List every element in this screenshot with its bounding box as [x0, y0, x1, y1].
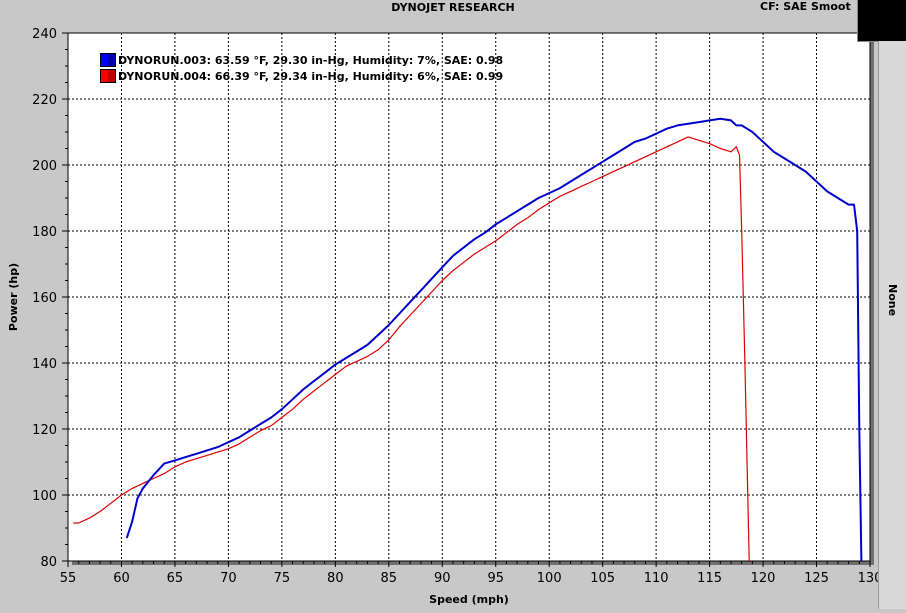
x-tick-label: 125	[804, 571, 829, 586]
y-tick-label: 200	[32, 159, 57, 174]
legend-item-series-1: DYNORUN.003: 63.59 °F, 29.30 in-Hg, Humi…	[100, 52, 503, 68]
legend-item-series-2: DYNORUN.004: 66.39 °F, 29.34 in-Hg, Humi…	[100, 68, 503, 84]
header-title: DYNOJET RESEARCH	[391, 1, 515, 14]
x-tick-label: 110	[644, 571, 669, 586]
y-tick-label: 140	[32, 357, 57, 372]
legend-label-series-2: DYNORUN.004: 66.39 °F, 29.34 in-Hg, Humi…	[118, 69, 504, 83]
x-tick-label: 85	[381, 571, 398, 586]
y-tick-label: 80	[40, 555, 57, 570]
x-tick-label: 120	[751, 571, 776, 586]
x-tick-label: 130	[858, 571, 883, 586]
legend-swatch-blue	[100, 53, 116, 67]
x-tick-label: 100	[537, 571, 562, 586]
series-line-2	[73, 136, 750, 562]
x-tick-label: 80	[327, 571, 344, 586]
x-tick-label: 75	[274, 571, 291, 586]
side-panel-label: None	[886, 283, 899, 317]
x-tick-label: 60	[113, 571, 130, 586]
x-tick-label: 115	[697, 571, 722, 586]
x-tick-label: 105	[590, 571, 615, 586]
y-tick-label: 100	[32, 489, 57, 504]
correction-factor-label: CF: SAE Smoot	[760, 0, 851, 13]
y-tick-label: 180	[32, 225, 57, 240]
y-tick-label: 240	[32, 27, 57, 42]
legend: DYNORUN.003: 63.59 °F, 29.30 in-Hg, Humi…	[100, 52, 503, 84]
y-axis-label: Power (hp)	[7, 263, 20, 331]
black-panel	[857, 0, 906, 42]
x-tick-label: 55	[60, 571, 77, 586]
series-line-1	[125, 117, 863, 562]
x-tick-label: 70	[220, 571, 237, 586]
x-tick-label: 90	[434, 571, 451, 586]
y-tick-label: 220	[32, 93, 57, 108]
y-tick-label: 120	[32, 423, 57, 438]
side-panel	[878, 41, 906, 609]
x-tick-label: 65	[167, 571, 184, 586]
x-tick-label: 95	[487, 571, 504, 586]
y-tick-label: 160	[32, 291, 57, 306]
legend-label-series-1: DYNORUN.003: 63.59 °F, 29.30 in-Hg, Humi…	[118, 53, 504, 67]
legend-swatch-red	[100, 69, 116, 83]
x-axis-label: Speed (mph)	[429, 593, 509, 606]
